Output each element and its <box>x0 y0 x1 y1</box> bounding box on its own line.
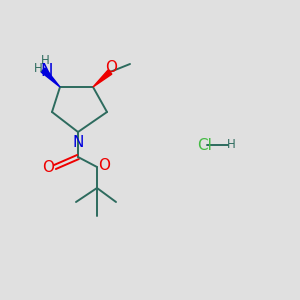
Polygon shape <box>93 70 112 87</box>
Text: O: O <box>42 160 54 175</box>
Text: O: O <box>105 61 117 76</box>
Text: N: N <box>72 135 84 150</box>
Text: N: N <box>41 62 53 80</box>
Text: H: H <box>40 53 50 67</box>
Text: Cl: Cl <box>198 137 212 152</box>
Polygon shape <box>41 68 60 87</box>
Text: H: H <box>226 139 236 152</box>
Text: O: O <box>98 158 110 173</box>
Text: H: H <box>34 61 42 74</box>
